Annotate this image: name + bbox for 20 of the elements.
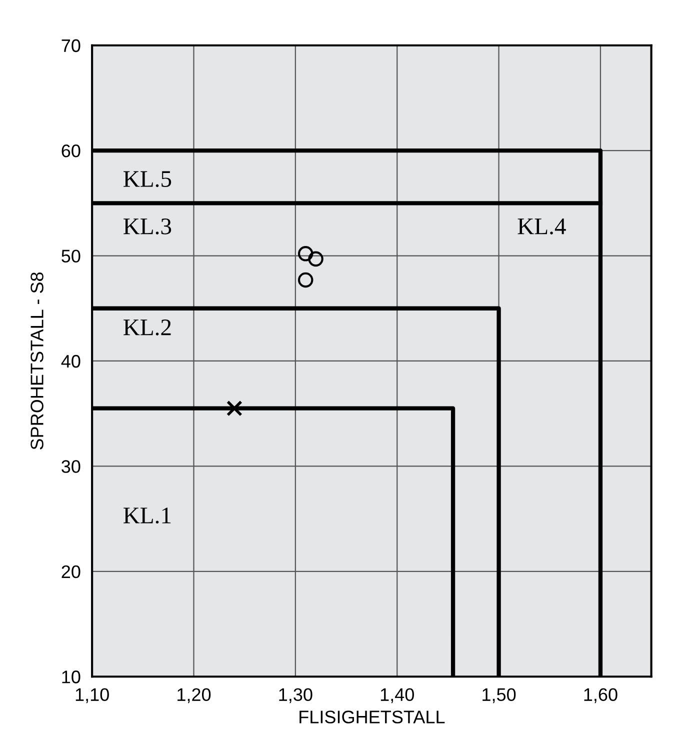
y-tick-label: 20	[62, 565, 80, 578]
y-tick-label: 70	[62, 39, 80, 52]
x-tick-label: 1,20	[178, 688, 211, 704]
x-tick-label: 1,60	[584, 688, 618, 704]
y-tick-label: 10	[62, 670, 80, 684]
x-tick-label: 1,40	[380, 688, 414, 704]
annotation: KL.5	[124, 171, 172, 188]
y-tick-label: 50	[62, 250, 80, 262]
y-tick-label: 40	[61, 354, 80, 368]
y-tick-label: 60	[62, 144, 80, 158]
y-axis-title: SPROHETSTALL - S8	[30, 272, 44, 450]
annotation: KL.4	[518, 218, 566, 234]
x-tick-label: 1,10	[76, 688, 109, 704]
x-axis-title: FLISIGHETSTALL	[300, 710, 445, 724]
annotation: KL.3	[124, 218, 172, 234]
y-tick-label: 30	[62, 460, 80, 473]
x-tick-label: 1,30	[279, 688, 312, 704]
x-tick-label: 1,50	[482, 688, 516, 704]
annotation: KL.2	[124, 319, 171, 336]
annotation: KL.1	[124, 508, 171, 524]
